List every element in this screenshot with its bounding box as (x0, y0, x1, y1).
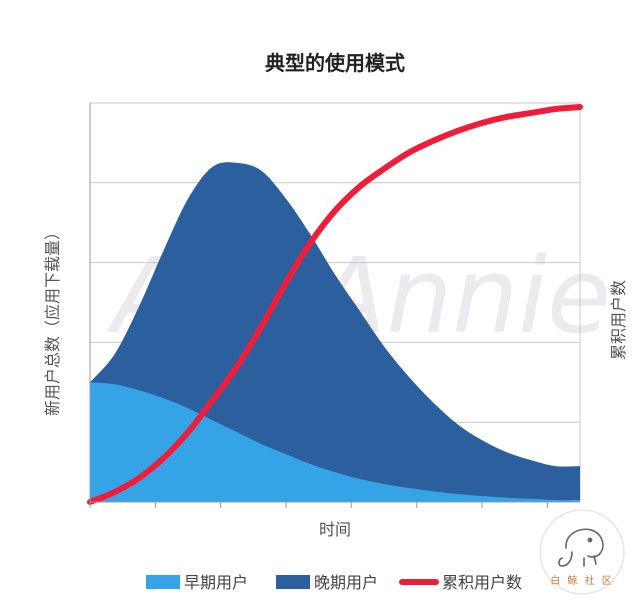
legend-label-cumulative-users: 累积用户数 (442, 573, 522, 592)
series-area-late-users (90, 162, 580, 503)
legend-swatch-late-users (276, 575, 310, 589)
series-line-cumulative-users (87, 103, 583, 505)
x-axis-label: 时间 (319, 520, 351, 539)
badge-text: 白 鲸 社 区 (550, 574, 614, 587)
chart-title: 典型的使用模式 (265, 51, 405, 75)
community-badge: 白 鲸 社 区 (539, 509, 625, 595)
elephant-icon (558, 528, 604, 567)
series-area-early-users (90, 382, 580, 502)
legend-label-early-users: 早期用户 (184, 573, 248, 592)
legend-swatch-early-users (146, 575, 180, 589)
legend-label-late-users: 晚期用户 (314, 573, 378, 592)
y-axis-label-left: 新用户总数（应用下载量） (43, 224, 62, 416)
legend: 早期用户 晚期用户 累积用户数 (146, 573, 522, 592)
y-axis-label-right: 累积用户数 (609, 280, 628, 360)
x-axis-ticks (89, 502, 548, 508)
